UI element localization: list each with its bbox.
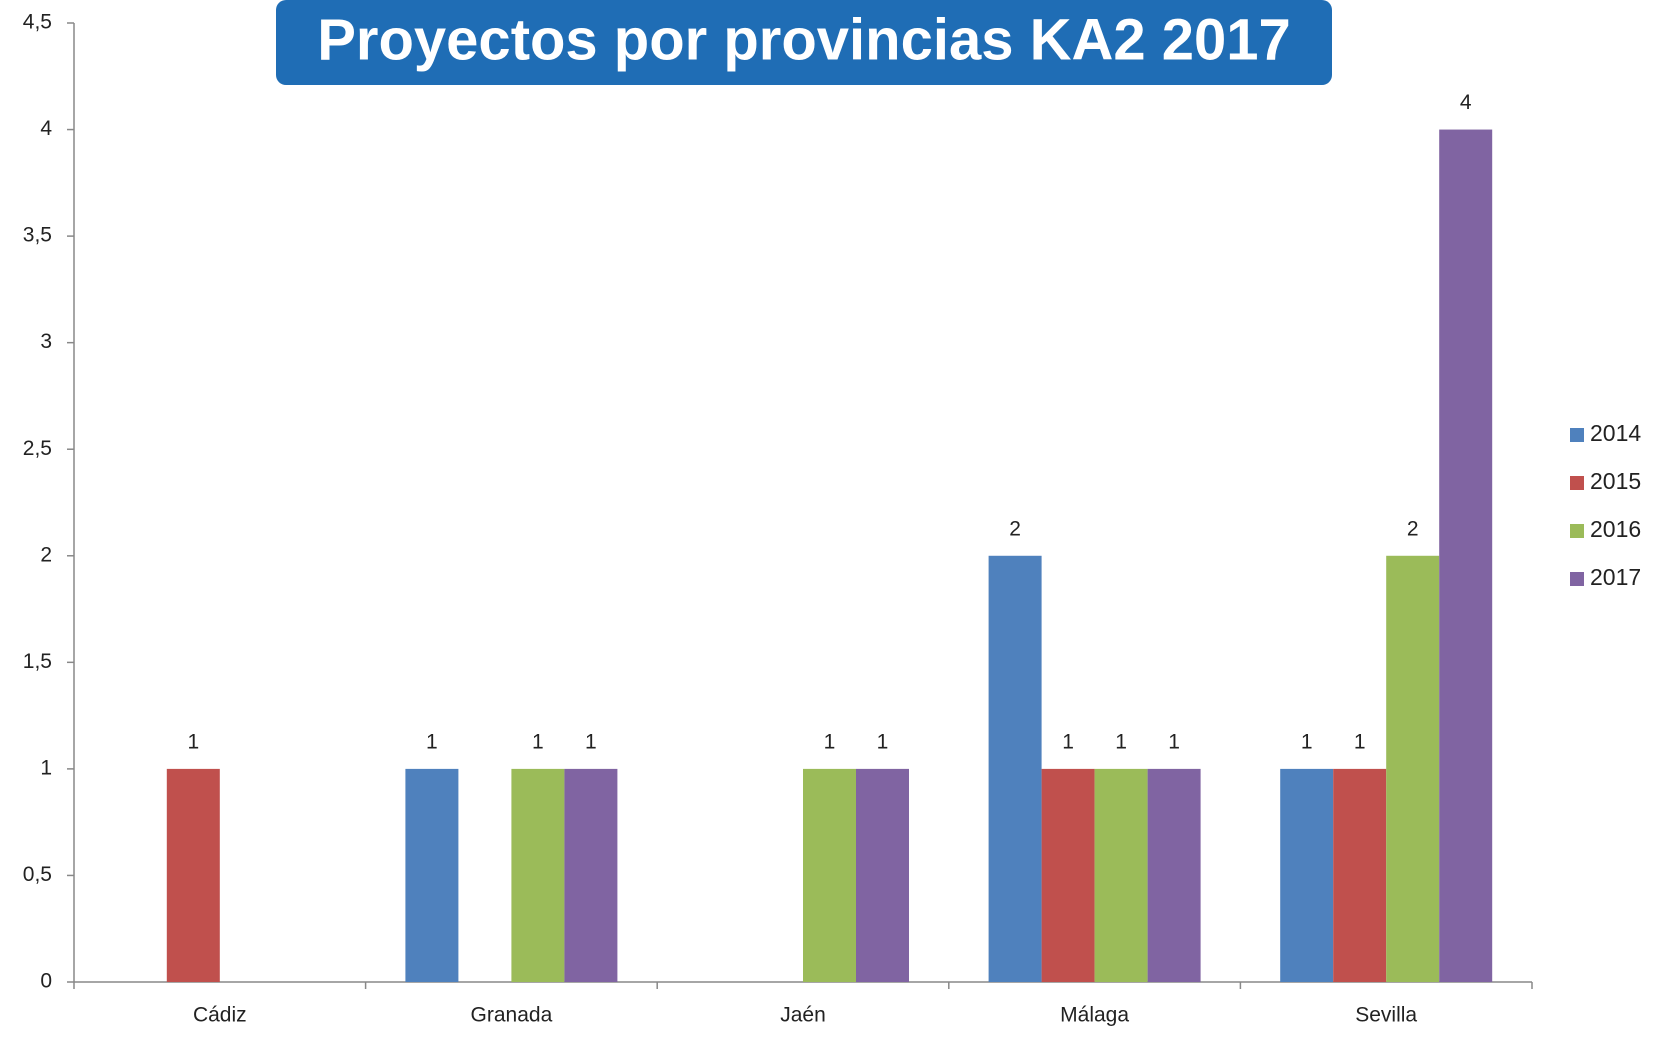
data-label: 4 [1460, 91, 1472, 114]
y-tick-label: 0 [40, 970, 52, 993]
bar [989, 556, 1042, 982]
bar [1333, 769, 1386, 982]
legend-swatch [1570, 524, 1584, 538]
data-label: 2 [1407, 517, 1419, 540]
page: {"chart_data": {"type": "bar", "title": … [0, 0, 1663, 1038]
x-tick-label: Cádiz [193, 1004, 247, 1027]
data-label: 1 [824, 730, 836, 753]
x-tick-label: Granada [471, 1004, 553, 1027]
bar [564, 769, 617, 982]
bar [511, 769, 564, 982]
data-label: 1 [1301, 730, 1313, 753]
bar [803, 769, 856, 982]
bar [167, 769, 220, 982]
y-tick-label: 0,5 [23, 863, 52, 886]
bar [1386, 556, 1439, 982]
y-tick-label: 3 [40, 330, 52, 353]
data-label: 1 [1354, 730, 1366, 753]
data-label: 1 [1062, 730, 1074, 753]
y-tick-label: 1 [40, 756, 52, 779]
y-tick-label: 4 [40, 117, 52, 140]
legend-swatch [1570, 572, 1584, 586]
data-label: 1 [532, 730, 544, 753]
legend-label: 2017 [1590, 564, 1641, 590]
data-label: 1 [426, 730, 438, 753]
y-tick-label: 2 [40, 543, 52, 566]
x-tick-label: Málaga [1060, 1004, 1129, 1027]
legend-label: 2015 [1590, 468, 1641, 494]
legend-label: 2016 [1590, 516, 1641, 542]
x-tick-label: Sevilla [1355, 1004, 1417, 1027]
bar [405, 769, 458, 982]
y-tick-label: 4,5 [23, 11, 52, 34]
bar [1095, 769, 1148, 982]
legend-swatch [1570, 476, 1584, 490]
bar [1042, 769, 1095, 982]
bar [1439, 130, 1492, 982]
y-tick-label: 1,5 [23, 650, 52, 673]
y-tick-label: 3,5 [23, 224, 52, 247]
data-label: 1 [585, 730, 597, 753]
x-tick-label: Jaén [780, 1004, 826, 1027]
data-label: 1 [187, 730, 199, 753]
data-label: 1 [877, 730, 889, 753]
y-tick-label: 2,5 [23, 437, 52, 460]
data-label: 1 [1115, 730, 1127, 753]
legend-swatch [1570, 428, 1584, 442]
bar [1148, 769, 1201, 982]
data-label: 2 [1009, 517, 1021, 540]
legend-label: 2014 [1590, 420, 1641, 446]
bar [856, 769, 909, 982]
chart-title: Proyectos por provincias KA2 2017 [317, 7, 1291, 72]
chart: Proyectos por provincias KA2 2017 0 0,5 1 1… [0, 0, 1663, 1038]
data-label: 1 [1168, 730, 1180, 753]
bar [1280, 769, 1333, 982]
